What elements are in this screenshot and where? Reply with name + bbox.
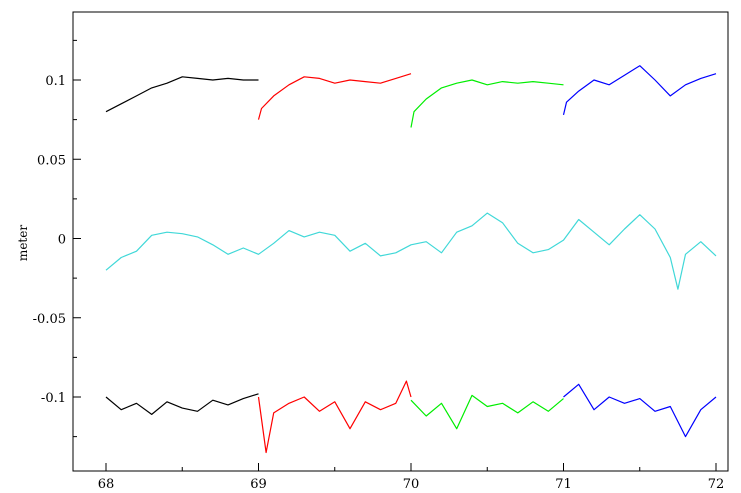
series-line-1	[105, 76, 259, 113]
series-line-6	[105, 393, 259, 415]
series-line-5	[105, 212, 717, 290]
plot-frame	[72, 11, 729, 472]
series-line-4	[562, 65, 717, 116]
x-tick-label-71: 71	[555, 477, 572, 492]
series-layer	[105, 65, 717, 454]
series-line-8	[410, 394, 564, 430]
x-tick-label-68: 68	[98, 477, 115, 492]
y-tick-label-0: 0	[58, 233, 66, 248]
y-axis-title: meter	[16, 225, 30, 261]
x-tick-label-72: 72	[708, 477, 725, 492]
series-line-7	[257, 380, 412, 454]
y-tick-label--0.05: -0.05	[33, 312, 66, 327]
y-tick-label--0.1: -0.1	[41, 391, 66, 406]
y-tick-label-0.05: 0.05	[37, 153, 66, 168]
y-tick-label-0.1: 0.1	[45, 74, 66, 89]
x-tick-label-69: 69	[250, 477, 267, 492]
series-line-3	[410, 79, 564, 128]
series-line-2	[257, 73, 412, 120]
ticks-layer: 68 69 70 71 72 0.1 0.05 0 -0.05 -0.1	[33, 39, 725, 492]
x-tick-label-70: 70	[403, 477, 420, 492]
series-line-9	[563, 383, 717, 438]
